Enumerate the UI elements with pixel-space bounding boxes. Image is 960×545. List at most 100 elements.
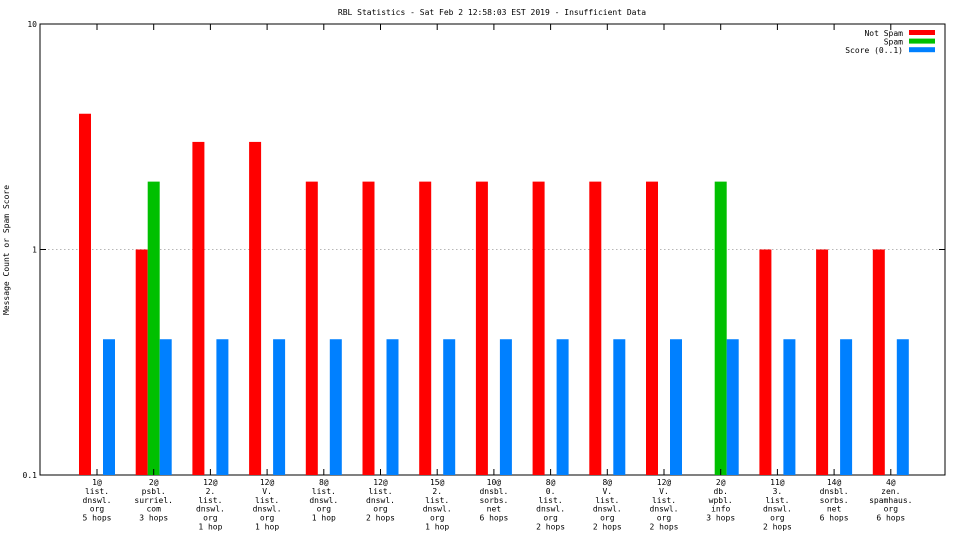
x-category-label: dnsbl.	[479, 487, 508, 496]
x-category-label: 2 hops	[366, 514, 395, 523]
x-category-label: org	[90, 505, 105, 514]
x-category-label: 1@	[92, 478, 102, 487]
x-category-label: 8@	[319, 478, 329, 487]
bar-not-spam	[362, 181, 375, 475]
x-category-label: 3.	[773, 487, 783, 496]
bar-score-0-1	[783, 339, 796, 475]
bar-not-spam	[79, 113, 91, 475]
bar-score-0-1	[499, 339, 512, 475]
legend-label: Not Spam	[864, 29, 903, 38]
legend-swatch	[909, 38, 935, 44]
x-category-label: dnswl.	[593, 505, 622, 514]
x-category-label: 2@	[149, 478, 159, 487]
x-category-label: sorbs.	[820, 496, 849, 505]
chart-title: RBL Statistics - Sat Feb 2 12:58:03 EST …	[338, 8, 646, 17]
x-category-label: 14@	[827, 478, 842, 487]
x-category-label: 2 hops	[650, 523, 679, 532]
x-category-label: org	[373, 505, 388, 514]
x-category-label: 8@	[546, 478, 556, 487]
x-category-label: dnsbl.	[820, 487, 849, 496]
x-category-label: V.	[659, 487, 669, 496]
x-category-label: dnswl.	[366, 496, 395, 505]
y-tick-label: 0.1	[23, 471, 38, 480]
x-category-label: 3 hops	[139, 514, 168, 523]
x-category-label: 12@	[657, 478, 672, 487]
x-category-label: dnswl.	[536, 505, 565, 514]
y-tick-label: 10	[27, 20, 37, 29]
x-category-label: 11@	[770, 478, 785, 487]
bar-not-spam	[759, 249, 772, 475]
bar-not-spam	[816, 249, 829, 475]
x-category-label: wpbl.	[709, 496, 733, 505]
x-category-label: dnswl.	[309, 496, 338, 505]
x-category-label: 4@	[886, 478, 896, 487]
bar-score-0-1	[216, 339, 229, 475]
x-category-label: 10@	[487, 478, 502, 487]
bar-score-0-1	[329, 339, 342, 475]
x-category-label: list.	[198, 496, 222, 505]
x-category-label: list.	[312, 487, 336, 496]
x-category-label: 1 hop	[425, 523, 449, 532]
x-category-label: V.	[262, 487, 272, 496]
x-category-label: org	[770, 514, 785, 523]
bar-not-spam	[872, 249, 885, 475]
bar-not-spam	[475, 181, 488, 475]
x-category-label: dnswl.	[83, 496, 112, 505]
x-category-label: list.	[595, 496, 619, 505]
bar-score-0-1	[273, 339, 286, 475]
x-category-label: dnswl.	[196, 505, 225, 514]
x-category-label: list.	[425, 496, 449, 505]
x-category-label: net	[827, 505, 842, 514]
bar-score-0-1	[613, 339, 626, 475]
x-category-label: list.	[652, 496, 676, 505]
x-category-label: 2.	[432, 487, 442, 496]
x-category-label: org	[600, 514, 615, 523]
x-category-label: list.	[85, 487, 109, 496]
x-category-label: org	[430, 514, 445, 523]
legend-swatch	[909, 30, 935, 35]
bar-score-0-1	[159, 339, 172, 475]
x-category-label: 2 hops	[593, 523, 622, 532]
bar-score-0-1	[386, 339, 399, 475]
x-category-label: 6 hops	[820, 514, 849, 523]
x-category-label: org	[317, 505, 332, 514]
x-category-label: info	[711, 505, 730, 514]
x-category-label: dnswl.	[650, 505, 679, 514]
x-category-label: list.	[255, 496, 279, 505]
legend-label: Spam	[884, 38, 903, 47]
bar-not-spam	[532, 181, 545, 475]
bar-score-0-1	[103, 339, 115, 475]
bar-not-spam	[305, 181, 318, 475]
x-category-label: 0.	[546, 487, 556, 496]
y-tick-label: 1	[32, 246, 37, 255]
x-category-label: 6 hops	[876, 514, 905, 523]
x-category-label: 2 hops	[763, 523, 792, 532]
bar-score-0-1	[726, 339, 739, 475]
x-category-label: 12@	[203, 478, 218, 487]
x-category-label: sorbs.	[479, 496, 508, 505]
x-category-label: 8@	[602, 478, 612, 487]
x-category-label: 1 hop	[198, 523, 222, 532]
x-category-label: 1 hop	[255, 523, 279, 532]
x-category-label: 6 hops	[479, 514, 508, 523]
x-category-label: db.	[713, 487, 727, 496]
bar-not-spam	[646, 181, 658, 475]
x-category-label: list.	[765, 496, 789, 505]
x-category-label: org	[260, 514, 275, 523]
x-category-label: V.	[602, 487, 612, 496]
x-category-label: org	[657, 514, 672, 523]
y-axis-label: Message Count or Spam Score	[2, 185, 11, 315]
x-category-label: 2.	[206, 487, 216, 496]
bar-not-spam	[135, 249, 148, 475]
x-category-label: list.	[539, 496, 563, 505]
x-category-label: net	[487, 505, 502, 514]
x-category-label: dnswl.	[763, 505, 792, 514]
bar-score-0-1	[556, 339, 569, 475]
bar-spam	[147, 181, 160, 475]
x-category-label: dnswl.	[253, 505, 282, 514]
x-category-label: list.	[368, 487, 392, 496]
x-category-label: 1 hop	[312, 514, 336, 523]
x-category-label: zen.	[881, 487, 900, 496]
